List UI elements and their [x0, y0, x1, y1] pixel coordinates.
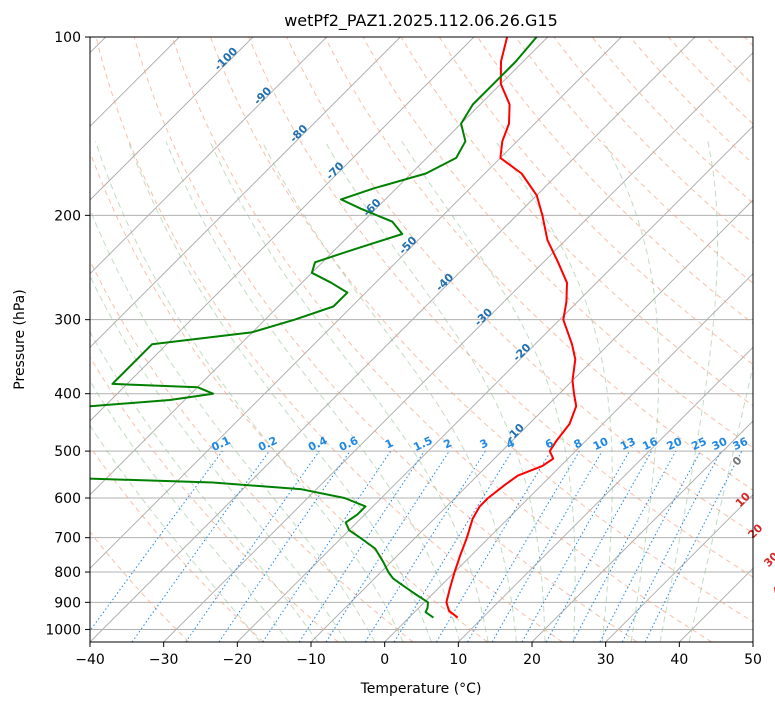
dry-adiabat-line	[400, 37, 753, 407]
dry-adiabat-line	[286, 37, 753, 534]
x-tick-label: 20	[523, 652, 541, 668]
dry-adiabat-line	[248, 37, 753, 578]
isotherm-line	[163, 51, 753, 642]
x-tick-label: −30	[149, 652, 179, 668]
moist-adiabat-line	[603, 141, 660, 642]
axes: −40 −30 −20 −10 0 10 20 30 40 50 1000 900 800 700 600 5…	[45, 30, 762, 668]
y-tick-label: 800	[54, 565, 81, 581]
moist-adiabat-line	[688, 363, 753, 642]
y-axis-label: Pressure (hPa)	[12, 289, 28, 389]
y-tick-label: 700	[54, 531, 81, 547]
moist-adiabat-line	[90, 424, 261, 642]
moist-adiabat-line	[90, 274, 347, 642]
mixing-ratio-label: 20	[665, 435, 685, 453]
mixing-ratio-label: 25	[689, 435, 708, 453]
mixing-ratio-line	[218, 450, 351, 642]
dry-adiabat-line	[133, 37, 638, 642]
moist-adiabat-line	[127, 141, 432, 642]
moist-adiabat-line	[209, 141, 489, 642]
moist-adiabat-line	[165, 141, 461, 642]
mixing-ratio-line	[131, 450, 270, 642]
x-tick-label: −20	[223, 652, 253, 668]
plot-frame	[89, 36, 754, 643]
temperature-line	[445, 37, 578, 619]
moist-adiabat-line	[90, 380, 290, 642]
mixing-ratio-label: 10	[591, 435, 611, 453]
isotherm-line	[90, 37, 622, 570]
x-tick-label: −40	[75, 652, 105, 668]
isotherm-line	[384, 272, 753, 642]
y-tick-label: 400	[54, 387, 81, 403]
mixing-ratio-label: 30	[710, 435, 730, 453]
y-tick-label: 500	[54, 444, 81, 460]
y-tick-label: 1000	[45, 622, 81, 638]
mixing-ratio-label: 13	[618, 435, 637, 453]
mixing-ratio-line	[393, 450, 513, 642]
plot-area	[90, 37, 753, 642]
y-tick-label: 600	[54, 491, 81, 507]
isotherm-line	[90, 37, 328, 275]
dry-adiabat-line	[90, 259, 414, 642]
mixing-ratio-line	[325, 450, 450, 642]
dry-adiabat-line	[362, 37, 753, 449]
moist-adiabat-line	[495, 141, 613, 642]
x-axis-label: Temperature (°C)	[360, 681, 482, 697]
mixing-ratio-line	[185, 450, 320, 642]
mixing-ratio-line	[298, 450, 425, 642]
y-tick-label: 100	[54, 30, 81, 46]
moist-adiabat-line	[324, 141, 546, 642]
isotherm-line	[90, 37, 475, 422]
mixing-ratio-line	[262, 450, 392, 642]
moist-adiabat-line	[90, 330, 319, 642]
mixing-ratio-line	[521, 450, 630, 642]
sounding-series	[90, 37, 578, 619]
dry-adiabat-line	[438, 37, 753, 366]
isotherm-line	[90, 37, 696, 642]
x-tick-label: 30	[597, 652, 615, 668]
y-tick-label: 300	[54, 313, 81, 329]
moist-adiabat-label: 30	[761, 549, 775, 569]
isotherm-line	[90, 37, 254, 201]
dry-adiabat-line	[210, 37, 753, 623]
mixing-ratio-label: 16	[640, 435, 660, 453]
moist-adiabat-line	[95, 141, 404, 642]
plot-background	[90, 37, 753, 642]
y-tick-label: 200	[54, 208, 81, 224]
dry-adiabat-line	[90, 356, 339, 642]
x-tick-label: 10	[449, 652, 467, 668]
mixing-ratio-line	[90, 450, 223, 632]
dewpoint-line	[90, 37, 538, 619]
moist-adiabat-line	[401, 141, 576, 642]
x-tick-label: 50	[744, 652, 762, 668]
x-tick-label: 0	[380, 652, 389, 668]
dry-adiabat-line	[324, 37, 753, 491]
y-tick-label: 900	[54, 595, 81, 611]
moist-adiabat-line	[659, 141, 719, 642]
moist-adiabat-label: 40	[770, 578, 775, 598]
isotherm-line	[90, 37, 401, 349]
dry-adiabat-line	[95, 37, 563, 642]
skewt-grid	[90, 37, 753, 642]
isotherm-line	[236, 125, 753, 642]
mixing-ratio-label: 36	[731, 435, 751, 453]
mixing-ratio-line	[545, 450, 653, 642]
mixing-ratio-line	[572, 450, 677, 642]
x-tick-label: 40	[670, 652, 688, 668]
mixing-ratio-line	[644, 450, 743, 642]
isotherm-line	[531, 420, 753, 642]
isotherm-line	[90, 37, 549, 496]
x-tick-label: −10	[296, 652, 326, 668]
isotherm-line	[457, 346, 753, 642]
isotherm-line	[605, 493, 753, 642]
chart-title: wetPf2_PAZ1.2025.112.06.26.G15	[284, 11, 558, 31]
dry-adiabat-line	[90, 531, 190, 642]
